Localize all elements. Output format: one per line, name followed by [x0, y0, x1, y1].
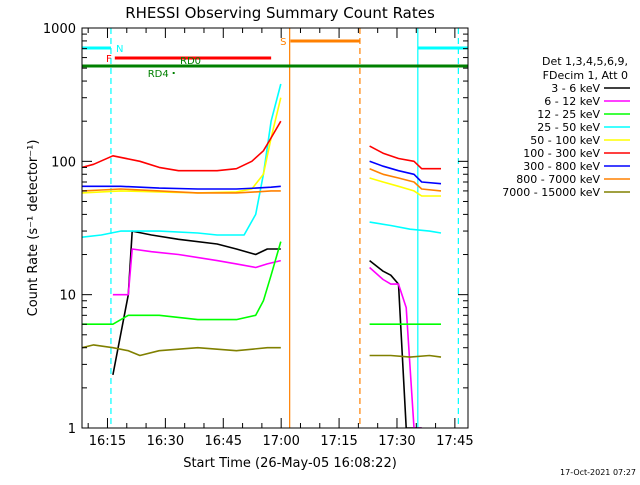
y-tick-label: 1 — [68, 422, 76, 437]
series-line — [369, 160, 442, 185]
series-line — [369, 167, 442, 192]
x-tick-label: 16:30 — [147, 434, 184, 449]
legend-item-label: 800 - 7000 keV — [516, 173, 600, 186]
x-tick-label: 16:15 — [89, 434, 126, 449]
flag-label: RD0 — [180, 56, 201, 67]
x-tick-label: 16:45 — [205, 434, 242, 449]
legend-item-label: 300 - 800 keV — [523, 160, 600, 173]
series-line — [82, 344, 281, 357]
legend-item-label: 25 - 50 keV — [537, 121, 600, 134]
legend-item-label: 50 - 100 keV — [530, 134, 600, 147]
x-tick-label: 17:15 — [320, 434, 357, 449]
series-lines — [82, 83, 442, 428]
series-line — [369, 266, 422, 428]
legend-item-label: 100 - 300 keV — [523, 147, 600, 160]
flag-label: RD4 — [148, 69, 169, 80]
x-axis-label: Start Time (26-May-05 16:08:22) — [183, 456, 397, 471]
timestamp-footer: 17-Oct-2021 07:27 — [560, 468, 636, 477]
y-tick-label: 10 — [59, 289, 76, 304]
series-line — [369, 354, 442, 358]
flag-label: F — [106, 54, 112, 65]
series-line — [112, 248, 281, 296]
x-tick-label: 17:00 — [262, 434, 299, 449]
plot-frame — [81, 27, 469, 429]
x-tick-label: 17:30 — [378, 434, 415, 449]
y-axis: 1 10 100 1000 — [43, 22, 468, 437]
legend-item-label: 6 - 12 keV — [544, 95, 600, 108]
x-tick-label: 17:45 — [436, 434, 473, 449]
legend-item-label: 12 - 25 keV — [537, 108, 600, 121]
time-markers — [110, 28, 459, 428]
x-axis: 16:15 16:30 16:45 17:00 17:15 17:30 17:45 — [87, 28, 474, 449]
legend-item-label: 7000 - 15000 keV — [502, 186, 600, 199]
series-line — [82, 241, 282, 326]
legend-header: Det 1,3,4,5,6,9, — [542, 55, 628, 68]
series-line — [82, 120, 282, 172]
series-line — [369, 221, 442, 234]
chart-title: RHESSI Observing Summary Count Rates — [125, 4, 435, 22]
flag-label: N — [116, 44, 123, 55]
flag-bars: NF S RD0 RD4 — [82, 37, 468, 80]
series-line — [82, 188, 281, 194]
legend-header: FDecim 1, Att 0 — [543, 69, 628, 82]
series-line — [369, 177, 441, 197]
y-axis-label: Count Rate (s⁻¹ detector⁻¹) — [26, 140, 41, 317]
series-line — [369, 145, 441, 170]
legend-item-label: 3 - 6 keV — [551, 82, 600, 95]
series-line — [82, 185, 281, 190]
y-tick-label: 1000 — [43, 22, 76, 37]
series-line — [82, 83, 282, 238]
flag-label: S — [280, 37, 286, 48]
legend: Det 1,3,4,5,6,9,FDecim 1, Att 03 - 6 keV… — [502, 55, 630, 199]
y-tick-label: 100 — [51, 155, 76, 170]
